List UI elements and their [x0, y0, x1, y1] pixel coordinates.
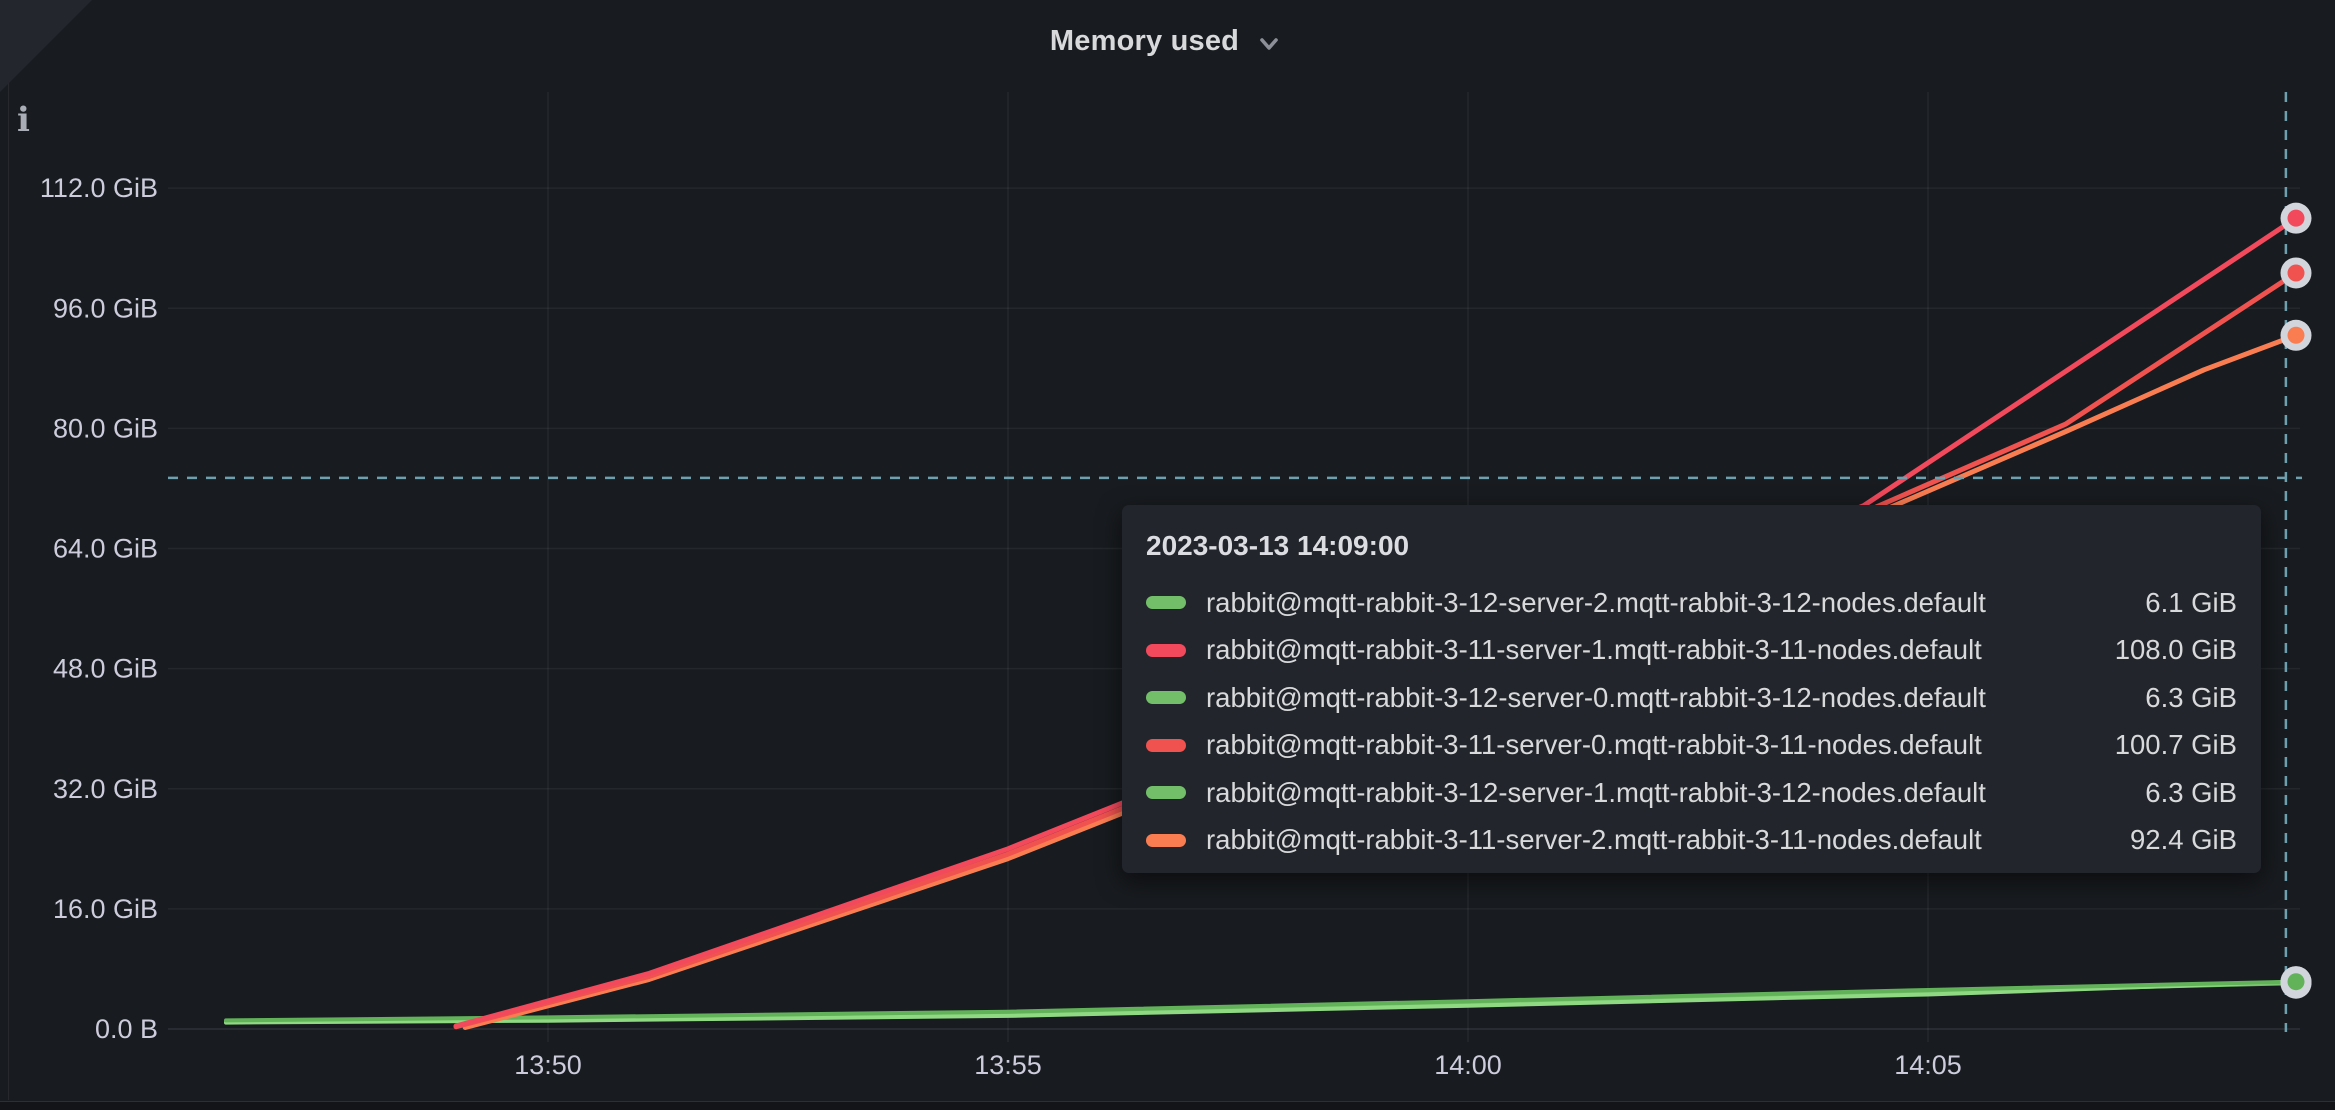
tooltip-timestamp: 2023-03-13 14:09:00: [1146, 530, 1410, 561]
x-tick-label: 14:05: [1894, 1050, 1962, 1080]
series-line: [453, 215, 2299, 1029]
series-color-swatch: [1146, 833, 1186, 847]
y-tick-label: 112.0 GiB: [40, 173, 158, 203]
panel-bottom-border: [0, 1101, 2335, 1110]
y-tick-label: 32.0 GiB: [53, 774, 158, 804]
series-value: 92.4 GiB: [2129, 824, 2237, 856]
series-value: 100.7 GiB: [2114, 729, 2237, 761]
panel-header[interactable]: Memory used: [0, 0, 2335, 82]
series-label: rabbit@mqtt-rabbit-3-12-server-2.mqtt-ra…: [1206, 586, 1986, 618]
hover-marker-dot: [2287, 973, 2305, 991]
chart-tooltip: 2023-03-13 14:09:00 rabbit@mqtt-rabbit-3…: [1122, 505, 2261, 873]
tooltip-row: rabbit@mqtt-rabbit-3-12-server-0.mqtt-ra…: [1146, 674, 2237, 722]
hover-marker-dot: [2287, 209, 2305, 227]
y-tick-label: 64.0 GiB: [53, 534, 158, 564]
info-icon: i: [17, 100, 30, 140]
panel-title: Memory used: [1049, 24, 1240, 57]
series-line: [224, 979, 2298, 1023]
x-tick-label: 13:55: [974, 1050, 1042, 1080]
series-value: 6.3 GiB: [2145, 681, 2237, 713]
hover-marker-dot: [2287, 264, 2305, 282]
tooltip-row: rabbit@mqtt-rabbit-3-12-server-2.mqtt-ra…: [1146, 579, 2237, 627]
series-value: 108.0 GiB: [2114, 634, 2237, 666]
tooltip-row: rabbit@mqtt-rabbit-3-11-server-1.mqtt-ra…: [1146, 627, 2237, 675]
tooltip-row: rabbit@mqtt-rabbit-3-12-server-1.mqtt-ra…: [1146, 769, 2237, 817]
x-tick-label: 13:50: [514, 1050, 582, 1080]
panel-left-border: [8, 0, 9, 1100]
series-label: rabbit@mqtt-rabbit-3-11-server-2.mqtt-ra…: [1206, 824, 1982, 856]
x-tick-label: 14:00: [1434, 1050, 1502, 1080]
y-tick-label: 48.0 GiB: [53, 654, 158, 684]
series-label: rabbit@mqtt-rabbit-3-11-server-1.mqtt-ra…: [1206, 634, 1982, 666]
series-color-swatch: [1146, 738, 1186, 752]
series-value: 6.3 GiB: [2145, 776, 2237, 808]
panel-info-corner[interactable]: i: [0, 0, 92, 140]
y-tick-label: 16.0 GiB: [53, 894, 158, 924]
series-value: 6.1 GiB: [2145, 586, 2237, 618]
series-color-swatch: [1146, 596, 1186, 610]
hover-marker-dot: [2287, 326, 2305, 344]
series-color-swatch: [1146, 643, 1186, 657]
series-color-swatch: [1146, 691, 1186, 705]
y-tick-label: 96.0 GiB: [53, 293, 158, 323]
chevron-down-icon: [1260, 38, 1278, 50]
series-label: rabbit@mqtt-rabbit-3-11-server-0.mqtt-ra…: [1206, 729, 1982, 761]
tooltip-row: rabbit@mqtt-rabbit-3-11-server-0.mqtt-ra…: [1146, 722, 2237, 770]
tooltip-rows: rabbit@mqtt-rabbit-3-12-server-2.mqtt-ra…: [1146, 579, 2237, 864]
y-tick-label: 80.0 GiB: [53, 413, 158, 443]
y-tick-label: 0.0 B: [95, 1014, 158, 1044]
series-label: rabbit@mqtt-rabbit-3-12-server-1.mqtt-ra…: [1206, 776, 1986, 808]
series-label: rabbit@mqtt-rabbit-3-12-server-0.mqtt-ra…: [1206, 681, 1986, 713]
series-color-swatch: [1146, 786, 1186, 800]
tooltip-row: rabbit@mqtt-rabbit-3-11-server-2.mqtt-ra…: [1146, 817, 2237, 865]
